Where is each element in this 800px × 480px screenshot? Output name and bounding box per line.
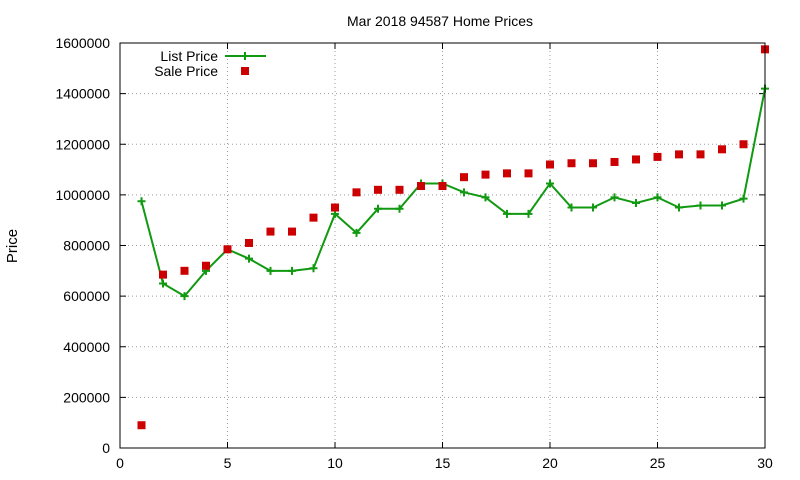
- x-tick-label: 5: [224, 455, 232, 471]
- sale-price-point: [739, 140, 748, 149]
- list-price-point: [739, 194, 748, 203]
- sale-price-point: [524, 169, 533, 178]
- y-tick-label: 1400000: [55, 86, 110, 102]
- list-price-point: [546, 179, 554, 188]
- series-0: [137, 84, 769, 301]
- list-price-point: [460, 188, 468, 197]
- list-price-point: [374, 204, 382, 213]
- x-tick-labels: 0 5 10 15 20 25 30: [116, 455, 773, 471]
- sale-price-point: [245, 238, 253, 247]
- y-tick-label: 0: [102, 440, 110, 456]
- grid-lines: [120, 43, 765, 448]
- x-tick-label: 10: [327, 455, 343, 471]
- x-tick-label: 15: [435, 455, 451, 471]
- chart-title: Mar 2018 94587 Home Prices: [347, 13, 533, 29]
- sale-price-point: [266, 227, 275, 236]
- sale-price-point: [567, 159, 576, 168]
- legend-marker-list-price: [241, 52, 249, 60]
- x-tick-label: 30: [757, 455, 773, 471]
- sale-price-point: [223, 245, 232, 254]
- sale-price-point: [202, 261, 210, 270]
- sale-price-point: [137, 421, 146, 430]
- sale-price-point: [460, 173, 468, 182]
- list-price-line: [140, 88, 766, 298]
- sale-price-point: [718, 145, 726, 154]
- sale-price-point: [481, 170, 490, 179]
- series-1: [137, 45, 769, 430]
- x-tick-label: 20: [542, 455, 558, 471]
- list-price-point: [395, 204, 404, 213]
- legend-marker-sale-price: [241, 67, 249, 75]
- y-tick-label: 1200000: [55, 136, 110, 152]
- list-price-point: [610, 193, 619, 202]
- sale-price-point: [610, 157, 619, 166]
- list-price-point: [718, 201, 726, 210]
- sale-price-point: [589, 159, 597, 168]
- list-price-point: [180, 292, 189, 301]
- list-price-point: [137, 197, 146, 206]
- list-price-point: [589, 203, 597, 212]
- list-price-point: [503, 209, 511, 218]
- sale-price-point: [546, 160, 554, 169]
- legend: List Price Sale Price: [154, 48, 266, 79]
- sale-price-point: [675, 150, 683, 159]
- y-tick-label: 1600000: [55, 35, 110, 51]
- sale-price-point: [417, 182, 425, 191]
- sale-price-point: [159, 270, 167, 279]
- list-price-point: [288, 266, 296, 275]
- list-price-point: [567, 203, 576, 212]
- sale-price-point: [696, 150, 705, 159]
- sale-price-point: [352, 188, 361, 197]
- sale-price-point: [438, 182, 447, 191]
- list-price-point: [352, 228, 361, 237]
- y-tick-label: 400000: [63, 339, 110, 355]
- sale-price-point: [309, 213, 318, 222]
- sale-price-point: [180, 266, 189, 275]
- plot-frame: [119, 42, 766, 449]
- sale-price-point: [374, 185, 382, 194]
- list-price-point: [675, 203, 683, 212]
- y-tick-label: 200000: [63, 389, 110, 405]
- data-series: [137, 45, 769, 430]
- list-price-point: [159, 279, 167, 288]
- sale-price-point: [653, 152, 662, 161]
- sale-price-point: [632, 155, 640, 164]
- sale-price-point: [288, 227, 296, 236]
- sale-price-point: [331, 203, 339, 212]
- list-price-point: [524, 209, 533, 218]
- y-axis-label: Price: [4, 229, 21, 263]
- list-price-point: [653, 193, 662, 202]
- list-price-point: [245, 254, 253, 263]
- sale-price-point: [395, 185, 404, 194]
- y-tick-label: 600000: [63, 288, 110, 304]
- sale-price-point: [503, 169, 511, 178]
- y-tick-label: 1000000: [55, 187, 110, 203]
- list-price-point: [309, 264, 318, 273]
- y-tick-labels: 0 200000 400000 600000 800000 1000000 1200000 1…: [55, 35, 110, 456]
- legend-label-sale-price: Sale Price: [154, 63, 218, 79]
- list-price-point: [632, 198, 640, 207]
- legend-label-list-price: List Price: [160, 48, 218, 64]
- x-tick-label: 25: [650, 455, 666, 471]
- list-price-point: [266, 266, 275, 275]
- list-price-point: [481, 193, 490, 202]
- list-price-point: [696, 201, 705, 210]
- y-tick-label: 800000: [63, 238, 110, 254]
- x-tick-label: 0: [116, 455, 124, 471]
